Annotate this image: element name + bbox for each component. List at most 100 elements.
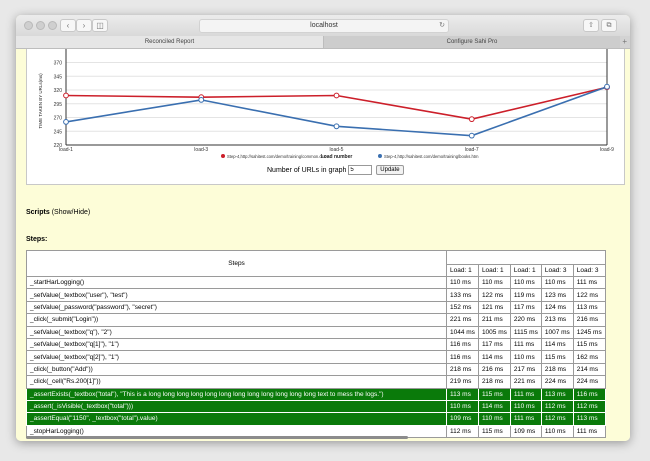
time-cell: 112 ms xyxy=(446,424,479,439)
time-cell: 119 ms xyxy=(509,288,542,302)
step-cell: _click(_cell("Rs.200[1]")) xyxy=(26,375,447,389)
time-cell: 115 ms xyxy=(477,387,511,401)
zoom-window-button[interactable] xyxy=(48,21,57,30)
title-bar: ‹ › ◫ localhost ↻ ⇧ ⧉ xyxy=(16,15,630,37)
time-cell: 111 ms xyxy=(509,337,542,352)
time-cell: 211 ms xyxy=(477,313,511,327)
time-cell: 213 ms xyxy=(540,313,574,327)
horizontal-scrollbar[interactable] xyxy=(26,436,408,439)
data-point xyxy=(468,132,475,139)
time-cell: 123 ms xyxy=(540,288,574,302)
load-column-header: Load: 1 xyxy=(446,263,479,278)
time-cell: 133 ms xyxy=(446,288,479,302)
tab-configure-sahi-pro[interactable]: Configure Sahi Pro xyxy=(323,36,620,48)
scripts-section: Scripts (Show/Hide) xyxy=(26,209,90,216)
step-cell: _setValue(_textbox("user"), "test") xyxy=(26,288,447,302)
time-cell: 216 ms xyxy=(572,313,606,327)
y-tick-label: 270 xyxy=(54,116,63,122)
steps-table: Steps Load: 1 Load: 1 Load: 1 Load: 3 Load: … xyxy=(26,250,606,439)
forward-icon[interactable]: › xyxy=(76,19,92,32)
time-cell: 111 ms xyxy=(509,412,542,426)
time-cell: 112 ms xyxy=(540,412,574,426)
step-cell: _assertExists(_textbox("total"), "This i… xyxy=(26,387,447,401)
time-cell: 110 ms xyxy=(446,399,479,414)
address-bar[interactable]: localhost ↻ xyxy=(199,19,449,33)
x-tick-label: load-9 xyxy=(600,147,614,153)
time-cell: 114 ms xyxy=(477,350,511,364)
close-window-button[interactable] xyxy=(24,21,33,30)
steps-column-header: Steps xyxy=(26,250,447,277)
table-row: _setValue(_textbox("q[2]"), "1") 116 ms 11… xyxy=(26,350,606,364)
table-row: _click(_cell("Rs.200[1]")) 219 ms 218 ms 22… xyxy=(26,375,606,389)
time-cell: 110 ms xyxy=(540,275,574,290)
time-cell: 113 ms xyxy=(572,412,606,426)
scripts-title: Scripts xyxy=(26,209,50,216)
x-tick-label: load-5 xyxy=(330,147,344,153)
sidebar-icon[interactable]: ◫ xyxy=(92,19,108,32)
time-cell: 221 ms xyxy=(446,313,479,327)
time-cell: 221 ms xyxy=(509,375,542,389)
back-icon[interactable]: ‹ xyxy=(60,19,76,32)
table-row: _startHarLogging() 110 ms 110 ms 110 ms 110 … xyxy=(26,275,606,290)
tab-label: Reconciled Report xyxy=(144,39,195,45)
table-row: _stopHarLogging() 112 ms 115 ms 109 ms 110 m… xyxy=(26,424,606,439)
time-cell: 109 ms xyxy=(446,412,479,426)
y-tick-label: 345 xyxy=(54,74,63,80)
y-tick-label: 320 xyxy=(54,88,63,94)
step-cell: _setValue(_textbox("q[2]"), "1") xyxy=(26,350,447,364)
time-cell: 218 ms xyxy=(540,362,574,377)
table-row: _setValue(_textbox("user"), "test") 133 m… xyxy=(26,288,606,302)
time-cell: 115 ms xyxy=(540,350,574,364)
time-cell: 111 ms xyxy=(509,387,542,401)
time-cell: 112 ms xyxy=(572,399,606,414)
table-row: _assertEqual("1150", _textbox("total").v… xyxy=(26,412,606,426)
minimize-window-button[interactable] xyxy=(36,21,45,30)
x-tick-label: load-1 xyxy=(59,147,73,153)
x-tick-label: load-7 xyxy=(465,147,479,153)
series-line xyxy=(65,86,608,120)
tab-reconciled-report[interactable]: Reconciled Report xyxy=(16,36,323,48)
time-cell: 124 ms xyxy=(540,300,574,315)
time-cell: 116 ms xyxy=(446,337,479,352)
y-tick-label: 370 xyxy=(54,61,63,67)
time-cell: 109 ms xyxy=(509,424,542,439)
time-cell: 217 ms xyxy=(509,362,542,377)
time-cell: 224 ms xyxy=(540,375,574,389)
step-cell: _click(_button("Add")) xyxy=(26,362,447,377)
time-cell: 162 ms xyxy=(572,350,606,364)
data-point xyxy=(333,92,340,99)
tab-bar: Reconciled Report Configure Sahi Pro + xyxy=(16,36,630,49)
time-cell: 110 ms xyxy=(477,412,511,426)
time-cell: 111 ms xyxy=(572,275,606,290)
page-content: 370 345 320 295 270 245 220 load-1 load-3 load-5 l… xyxy=(16,49,630,441)
legend-label: Step-4,http://sahitest.com/demo/training… xyxy=(227,154,326,159)
url-count-label: Number of URLs in graph xyxy=(267,166,347,174)
time-cell: 110 ms xyxy=(446,275,479,290)
time-cell: 214 ms xyxy=(572,362,606,377)
time-cell: 1115 ms xyxy=(509,325,542,339)
y-tick-label: 220 xyxy=(54,143,63,149)
time-cell: 1044 ms xyxy=(446,325,479,339)
y-tick-label: 245 xyxy=(54,129,63,135)
loads-header-spacer xyxy=(446,250,606,265)
table-row: _assertExists(_textbox("total"), "This i… xyxy=(26,387,606,401)
scripts-toggle-link[interactable]: (Show/Hide) xyxy=(51,209,91,216)
chart-panel: 370 345 320 295 270 245 220 load-1 load-3 load-5 l… xyxy=(26,49,625,185)
step-cell: _setValue(_password("password"), "secret… xyxy=(26,300,447,315)
time-cell: 113 ms xyxy=(572,300,606,315)
legend-label: Step-4,http://sahitest.com/demo/training… xyxy=(384,154,479,159)
share-icon[interactable]: ⇧ xyxy=(583,19,599,32)
time-cell: 224 ms xyxy=(572,375,606,389)
steps-heading: Steps: xyxy=(26,236,48,243)
time-cell: 110 ms xyxy=(509,399,542,414)
url-count-input[interactable] xyxy=(348,165,373,175)
y-tick-label: 295 xyxy=(54,102,63,108)
new-tab-icon[interactable]: + xyxy=(622,37,627,46)
time-cell: 1245 ms xyxy=(572,325,606,339)
time-cell: 216 ms xyxy=(477,362,511,377)
tabs-overview-icon[interactable]: ⧉ xyxy=(601,19,617,32)
reload-icon[interactable]: ↻ xyxy=(439,22,445,29)
table-row: _assert(_isVisible(_textbox("total"))) 11… xyxy=(26,399,606,414)
time-cell: 110 ms xyxy=(509,350,542,364)
update-button[interactable]: Update xyxy=(376,165,404,175)
